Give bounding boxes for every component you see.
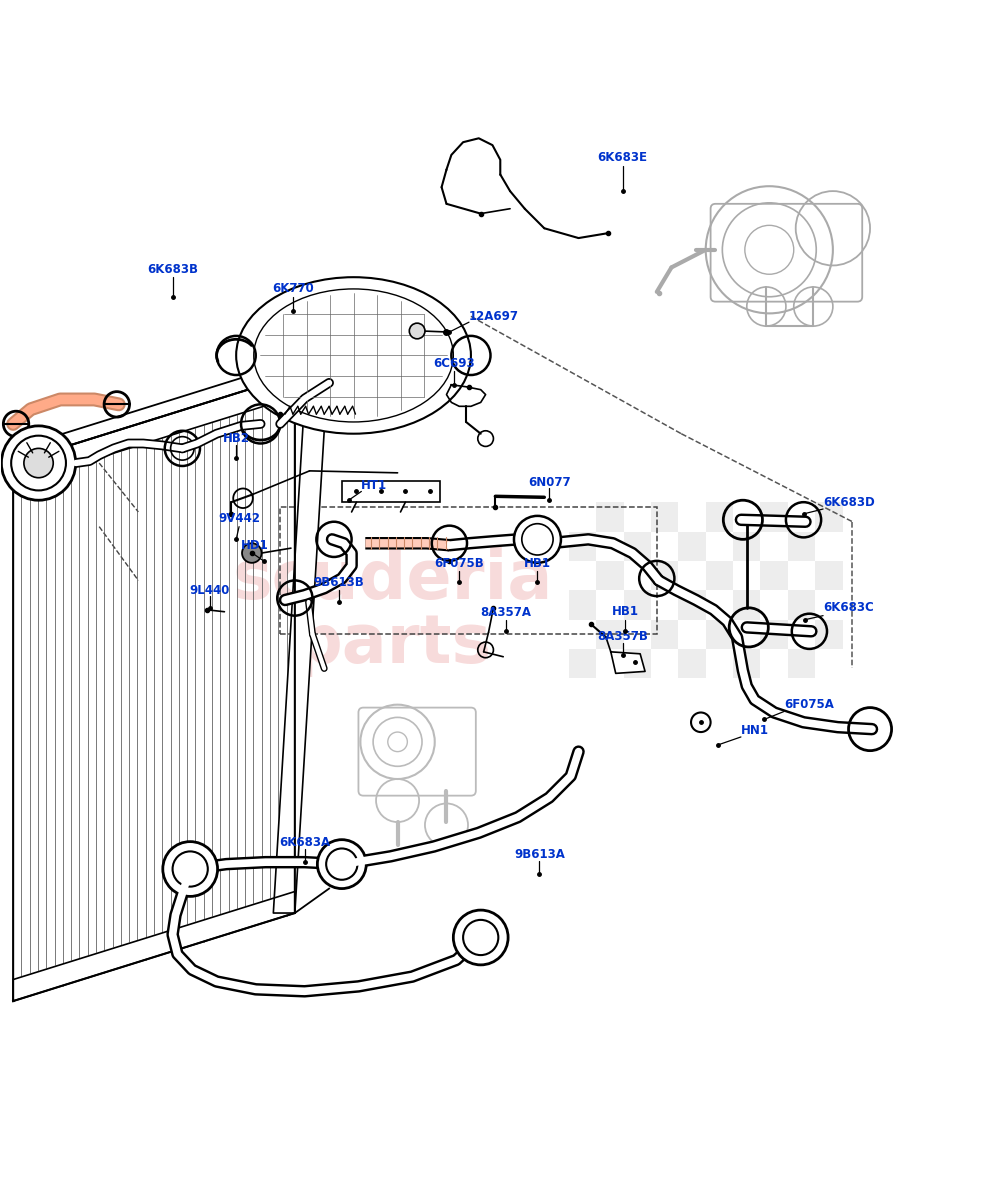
Polygon shape	[611, 652, 645, 673]
Ellipse shape	[236, 277, 471, 433]
Bar	[733, 532, 760, 560]
Bar	[651, 619, 678, 649]
Bar	[651, 560, 678, 590]
Bar	[788, 532, 815, 560]
Circle shape	[242, 544, 262, 563]
Text: 9B613A: 9B613A	[514, 848, 565, 860]
Bar	[760, 502, 788, 532]
Text: 6K683B: 6K683B	[147, 263, 198, 276]
Circle shape	[163, 841, 218, 896]
Text: HD1: HD1	[241, 539, 269, 552]
Text: 9B613B: 9B613B	[314, 576, 364, 589]
Circle shape	[453, 910, 508, 965]
Bar	[569, 649, 596, 678]
Bar	[760, 560, 788, 590]
Text: 9L440: 9L440	[189, 583, 230, 596]
Text: HB2: HB2	[223, 432, 249, 445]
Bar	[569, 590, 596, 619]
Bar	[678, 532, 705, 560]
Bar	[815, 560, 843, 590]
Bar	[815, 502, 843, 532]
Text: 6F075A: 6F075A	[784, 698, 834, 712]
Circle shape	[691, 713, 710, 732]
Circle shape	[11, 436, 66, 491]
Bar	[596, 619, 624, 649]
Bar	[651, 502, 678, 532]
Bar	[624, 590, 651, 619]
Bar	[596, 560, 624, 590]
Text: 6F075B: 6F075B	[435, 557, 484, 570]
Circle shape	[318, 840, 366, 888]
Text: parts: parts	[294, 611, 491, 677]
Bar	[569, 532, 596, 560]
Text: HT1: HT1	[361, 479, 387, 492]
Text: 6K770: 6K770	[272, 282, 314, 295]
Bar	[788, 590, 815, 619]
Text: 6K683D: 6K683D	[823, 496, 875, 509]
Bar	[788, 649, 815, 678]
Bar	[678, 649, 705, 678]
Text: 8A357A: 8A357A	[481, 606, 532, 619]
Bar	[705, 560, 733, 590]
Text: HB1: HB1	[612, 605, 639, 618]
Bar	[705, 502, 733, 532]
Bar	[624, 532, 651, 560]
Text: 6K683C: 6K683C	[823, 601, 874, 614]
Text: 6C693: 6C693	[434, 356, 475, 370]
Bar	[596, 502, 624, 532]
Circle shape	[24, 449, 53, 478]
Circle shape	[409, 323, 425, 338]
Text: 6N077: 6N077	[528, 476, 571, 490]
Circle shape	[514, 516, 561, 563]
Bar	[624, 649, 651, 678]
Polygon shape	[13, 376, 295, 485]
Polygon shape	[13, 892, 295, 1001]
Text: 12A697: 12A697	[469, 310, 519, 323]
Text: 6K683A: 6K683A	[279, 836, 331, 850]
Polygon shape	[274, 350, 329, 913]
Text: HB1: HB1	[524, 557, 551, 570]
Text: scuderia: scuderia	[232, 547, 553, 613]
Bar	[705, 619, 733, 649]
Circle shape	[1, 426, 76, 500]
Bar	[341, 481, 439, 502]
Bar	[733, 649, 760, 678]
Text: 8A357B: 8A357B	[597, 630, 648, 643]
Bar	[760, 619, 788, 649]
Text: 6K683E: 6K683E	[597, 151, 647, 164]
Bar	[815, 619, 843, 649]
Bar	[733, 590, 760, 619]
Text: HN1: HN1	[741, 724, 769, 737]
Text: 9V442: 9V442	[218, 512, 260, 526]
Bar	[678, 590, 705, 619]
